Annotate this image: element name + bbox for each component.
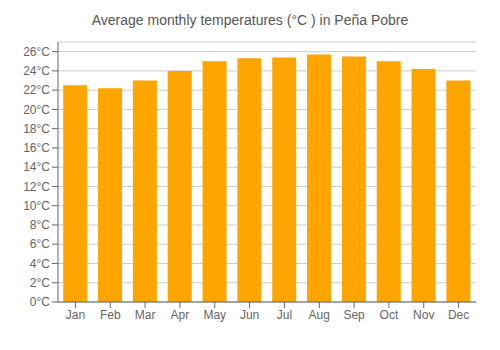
svg-text:22°C: 22°C: [23, 83, 50, 97]
svg-text:Feb: Feb: [100, 308, 121, 322]
svg-text:10°C: 10°C: [23, 199, 50, 213]
svg-text:Aug: Aug: [309, 308, 330, 322]
svg-text:12°C: 12°C: [23, 180, 50, 194]
svg-text:24°C: 24°C: [23, 64, 50, 78]
svg-text:Sep: Sep: [343, 308, 365, 322]
svg-text:6°C: 6°C: [30, 237, 50, 251]
svg-text:Nov: Nov: [413, 308, 434, 322]
svg-text:14°C: 14°C: [23, 160, 50, 174]
svg-text:18°C: 18°C: [23, 122, 50, 136]
svg-text:Jan: Jan: [66, 308, 85, 322]
svg-text:May: May: [203, 308, 226, 322]
svg-text:20°C: 20°C: [23, 103, 50, 117]
svg-text:Oct: Oct: [380, 308, 399, 322]
svg-text:Mar: Mar: [135, 308, 156, 322]
svg-text:0°C: 0°C: [30, 295, 50, 309]
svg-text:2°C: 2°C: [30, 276, 50, 290]
svg-text:Apr: Apr: [171, 308, 190, 322]
svg-text:4°C: 4°C: [30, 257, 50, 271]
svg-text:26°C: 26°C: [23, 45, 50, 59]
svg-text:16°C: 16°C: [23, 141, 50, 155]
svg-text:Jul: Jul: [277, 308, 292, 322]
svg-text:Jun: Jun: [240, 308, 259, 322]
svg-text:8°C: 8°C: [30, 218, 50, 232]
html-text:Average monthly temperatures (: Average monthly temperatures (°C ) in Pe…: [91, 12, 409, 28]
svg-text:Dec: Dec: [448, 308, 469, 322]
